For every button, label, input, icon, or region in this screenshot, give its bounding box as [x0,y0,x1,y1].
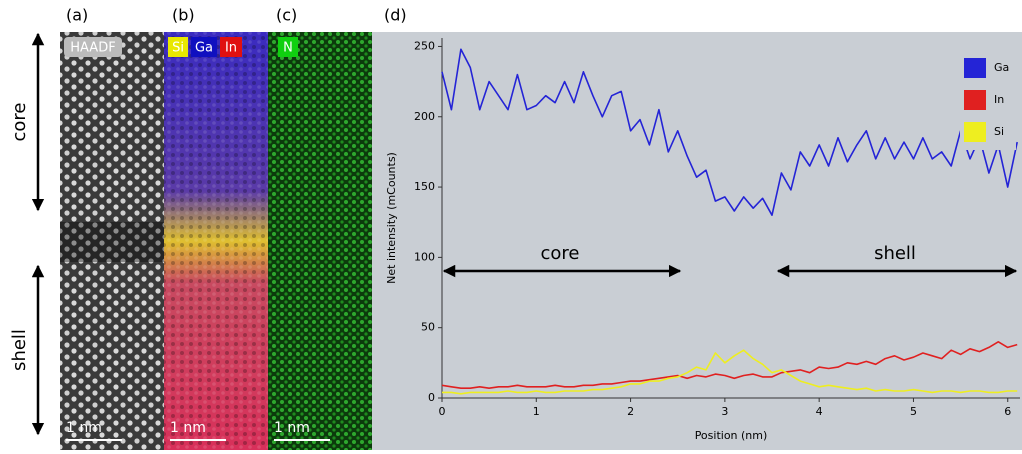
x-tick-label: 6 [1004,405,1011,418]
panel-label: (a) [66,6,88,25]
x-tick-label: 3 [721,405,728,418]
scale-label: 1 nm [66,420,102,436]
legend-label: Ga [994,61,1009,74]
eds-noise [164,32,268,450]
n-image [268,32,372,450]
y-axis-label: Net intensity (mCounts) [385,152,398,284]
annotation: core [541,243,580,264]
tag-text: Si [172,41,184,56]
panel-label: (b) [172,6,195,25]
panel-label: (c) [276,6,297,25]
y-tick-label: 200 [414,110,435,123]
series-line [442,349,1018,395]
series-line [441,48,1018,216]
y-tick-label: 250 [414,39,435,52]
scale-label: 1 nm [274,420,310,436]
tag-text: Ga [195,41,213,56]
tag-text: HAADF [70,41,115,56]
y-tick-label: 0 [428,391,435,404]
y-tick-label: 150 [414,180,435,193]
annotation: shell [874,243,916,264]
haadf-image [60,32,164,450]
y-tick-label: 100 [414,250,435,263]
legend-swatch [964,122,986,142]
tag [278,37,298,57]
legend-label: In [994,93,1004,106]
tag [220,37,242,57]
side-label: shell [9,329,30,371]
y-tick-label: 50 [421,321,435,334]
x-tick-label: 1 [533,405,540,418]
side-label: core [9,103,30,142]
legend-label: Si [994,125,1004,138]
x-tick-label: 0 [439,405,446,418]
tag-text: In [225,41,237,56]
tag [168,37,188,57]
series-line [441,341,1018,389]
x-axis-label: Position (nm) [695,429,768,442]
legend-swatch [964,58,986,78]
tag [64,37,122,57]
scale-label: 1 nm [170,420,206,436]
tag [191,37,217,57]
haadf-band [60,222,164,262]
legend-swatch [964,90,986,110]
panel-label: (d) [384,6,407,25]
plot-background [372,32,1022,450]
x-tick-label: 4 [816,405,823,418]
x-tick-label: 2 [627,405,634,418]
tag-text: N [283,41,293,56]
x-tick-label: 5 [910,405,917,418]
